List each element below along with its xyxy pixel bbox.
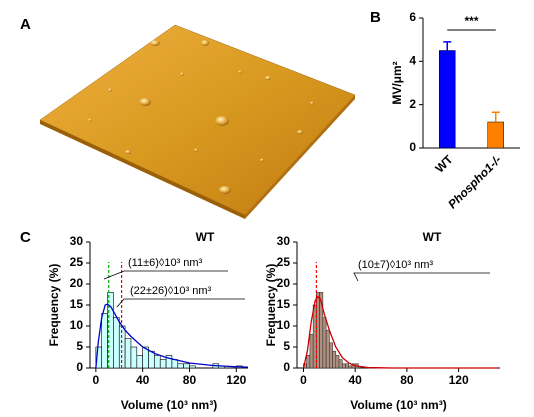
y-tick-label: 5 [76, 339, 83, 353]
histogram-bar [326, 330, 329, 368]
histogram-bar [102, 313, 108, 368]
y-axis-label: Frequency (%) [264, 264, 278, 347]
histogram-bar [339, 360, 342, 368]
x-tick-label: 0 [93, 373, 100, 387]
y-tick-label: 25 [277, 255, 291, 269]
y-tick-label: 4 [409, 54, 416, 68]
annotation-leader [117, 299, 245, 307]
histogram-bar [189, 366, 195, 368]
histogram-bar [154, 355, 160, 368]
y-tick-label: 2 [409, 97, 416, 111]
histogram-bar [336, 355, 339, 368]
y-tick-label: 15 [70, 297, 84, 311]
x-tick-label: 40 [349, 373, 363, 387]
histogram-bar [345, 364, 348, 368]
histogram-bar [113, 318, 119, 368]
chart-title: WT [423, 230, 442, 244]
y-tick-label: 30 [70, 234, 84, 248]
histogram-bar [333, 351, 336, 368]
histogram-bar [178, 364, 184, 368]
figure: A B C 0246MV/μm²WTPhospho1-/-***05101520… [0, 0, 534, 417]
histogram-bar [310, 334, 313, 368]
y-tick-label: 6 [409, 10, 416, 24]
y-axis-label: Frequency (%) [47, 264, 61, 347]
y-tick-label: 10 [70, 318, 84, 332]
y-axis-label: MV/μm² [390, 61, 404, 104]
afm-image [40, 25, 355, 219]
histogram-bar [342, 364, 345, 368]
y-tick-label: 25 [70, 255, 84, 269]
y-tick-label: 0 [409, 140, 416, 154]
histogram-bar [307, 355, 310, 368]
x-tick-label: WT [433, 152, 457, 176]
y-tick-label: 5 [283, 339, 290, 353]
x-tick-label: 120 [226, 373, 246, 387]
annotation-leader [354, 273, 490, 281]
x-tick-label: 80 [183, 373, 197, 387]
annotation: (22±26)◊10³ nm³ [130, 285, 212, 297]
chart-title: WT [196, 230, 215, 244]
histogram-bar [137, 355, 143, 368]
error-bar [443, 42, 451, 51]
y-tick-label: 0 [76, 360, 83, 374]
histogram-bar [131, 347, 137, 368]
histogram-bar [323, 318, 326, 368]
x-axis-label: Volume (10³ nm³) [350, 398, 446, 412]
x-tick-label: 80 [400, 373, 414, 387]
annotation: (10±7)◊10³ nm³ [358, 259, 433, 271]
significance: *** [464, 14, 478, 28]
x-tick-label: 40 [136, 373, 150, 387]
error-bar [492, 112, 500, 122]
bar [439, 51, 455, 149]
y-tick-label: 0 [283, 360, 290, 374]
panel-label: A [20, 16, 31, 33]
histogram-bar [172, 360, 178, 368]
histogram-bar [349, 366, 352, 368]
x-tick-label: 0 [300, 373, 307, 387]
panel-label: B [370, 9, 381, 26]
histogram-bar [160, 360, 166, 368]
x-axis-label: Volume (10³ nm³) [121, 398, 217, 412]
annotation-leader [104, 271, 228, 279]
histogram-bar [184, 364, 190, 368]
y-tick-label: 15 [277, 297, 291, 311]
histogram-bar [125, 339, 131, 368]
panel-label: C [20, 229, 31, 246]
y-tick-label: 20 [70, 276, 84, 290]
bar [488, 122, 504, 148]
histogram-bar [329, 343, 332, 368]
histogram-bar [149, 351, 155, 368]
y-tick-label: 30 [277, 234, 291, 248]
y-tick-label: 20 [277, 276, 291, 290]
y-tick-label: 10 [277, 318, 291, 332]
x-tick-label: 120 [449, 373, 469, 387]
annotation: (11±6)◊10³ nm³ [128, 257, 203, 269]
